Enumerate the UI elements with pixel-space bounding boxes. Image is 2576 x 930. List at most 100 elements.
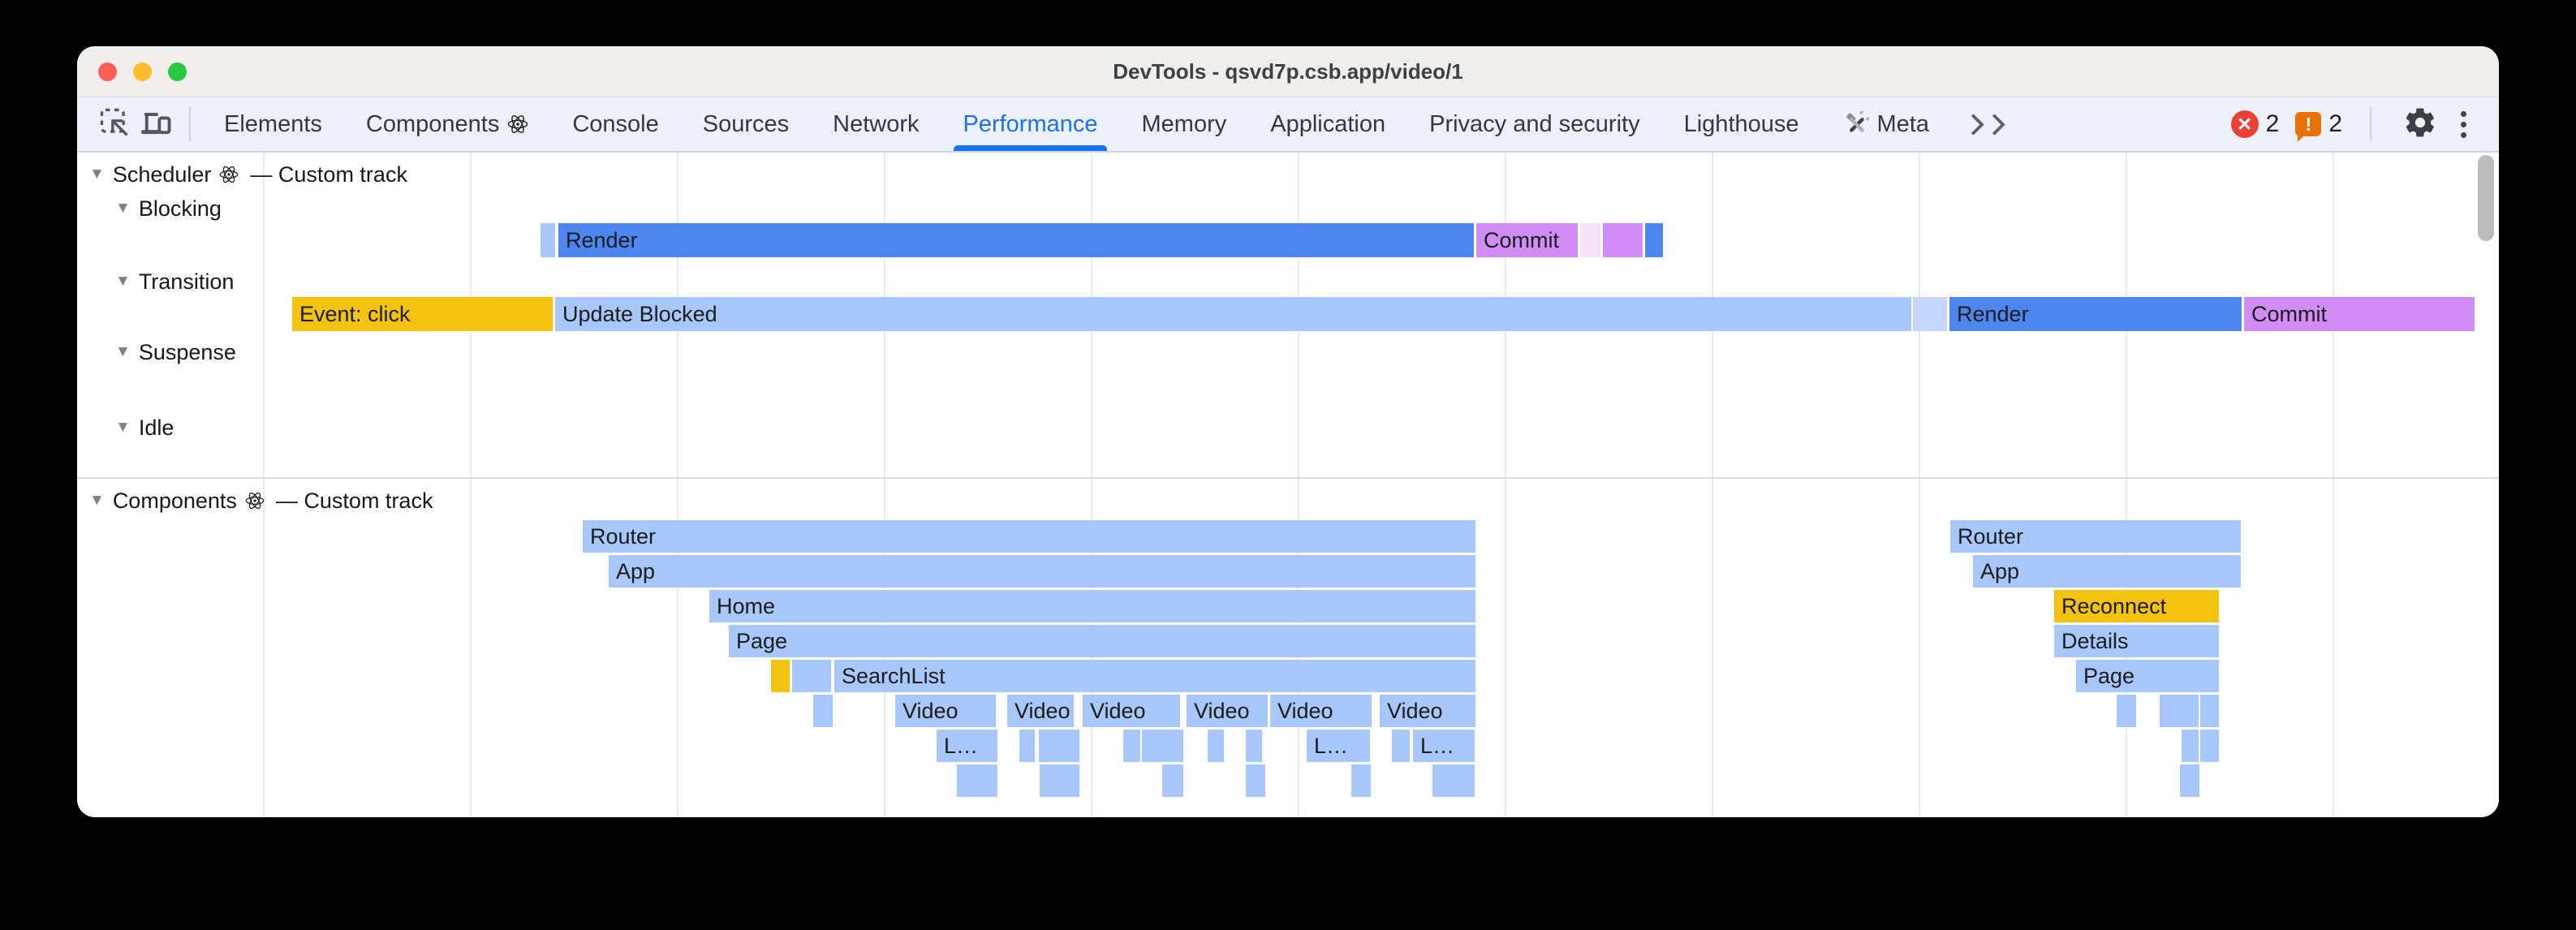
bar-28[interactable] xyxy=(1123,730,1140,762)
tab-privacy-and-security[interactable]: Privacy and security xyxy=(1429,110,1640,137)
tab-console[interactable]: Console xyxy=(572,110,659,137)
track-row-suspense[interactable]: ▼ Suspense xyxy=(115,339,236,364)
gridline xyxy=(2126,153,2127,817)
issues-badge[interactable]: ! 2 xyxy=(2295,110,2342,142)
bar-39[interactable] xyxy=(1351,764,1371,797)
device-toolbar-icon xyxy=(140,106,173,143)
bar-commit[interactable]: Commit xyxy=(1476,223,1578,257)
issues-count: 2 xyxy=(2328,110,2342,137)
zoom-button[interactable] xyxy=(168,62,187,81)
tab-elements[interactable]: Elements xyxy=(224,110,322,137)
performance-flamechart: ▼ Scheduler — Custom track ▼ xyxy=(77,153,2499,817)
bar-3[interactable] xyxy=(1580,223,1600,257)
bar-31[interactable] xyxy=(1246,730,1262,762)
bar-app[interactable]: App xyxy=(609,555,1475,588)
bar-reconnect[interactable]: Reconnect xyxy=(2054,590,2219,622)
bar-4[interactable] xyxy=(1603,223,1643,257)
tab-components[interactable]: Components xyxy=(344,97,550,151)
more-tabs-button[interactable] xyxy=(1951,113,2017,136)
bar-details[interactable]: Details xyxy=(2054,625,2219,657)
minimize-button[interactable] xyxy=(133,62,152,81)
track-header-components[interactable]: ▼ Components — Custom track xyxy=(89,488,433,513)
bar-video[interactable]: Video xyxy=(1380,695,1475,727)
track-row-blocking[interactable]: ▼ Blocking xyxy=(115,196,222,221)
gridline xyxy=(1298,153,1299,817)
bar-event-click[interactable]: Event: click xyxy=(292,297,553,331)
bar-51[interactable] xyxy=(2180,764,2199,797)
bar-update-blocked[interactable]: Update Blocked xyxy=(555,297,1911,331)
bar-50[interactable] xyxy=(2200,730,2219,762)
gridline xyxy=(1919,153,1920,817)
tab-sources[interactable]: Sources xyxy=(702,110,790,137)
bar-router[interactable]: Router xyxy=(1950,520,2241,553)
bar-33[interactable] xyxy=(1392,730,1410,762)
kebab-menu-button[interactable] xyxy=(2458,108,2470,141)
bar-l[interactable]: L… xyxy=(1413,730,1475,762)
bar-5[interactable] xyxy=(1645,223,1663,257)
track-row-transition[interactable]: ▼ Transition xyxy=(115,269,235,294)
track-header-scheduler[interactable]: ▼ Scheduler — Custom track xyxy=(89,161,407,187)
tab-network[interactable]: Network xyxy=(833,110,920,137)
bar-47[interactable] xyxy=(2160,695,2199,727)
bar-49[interactable] xyxy=(2182,730,2199,762)
bar-0[interactable] xyxy=(541,223,555,257)
bar-36[interactable] xyxy=(1040,764,1079,797)
close-button[interactable] xyxy=(98,62,117,81)
tab-lighthouse[interactable]: Lighthouse xyxy=(1683,110,1799,137)
hammer-wrench-icon xyxy=(1843,111,1869,137)
bar-29[interactable] xyxy=(1142,730,1183,762)
bar-37[interactable] xyxy=(1162,764,1183,797)
bar-48[interactable] xyxy=(2200,695,2219,727)
bar-render[interactable]: Render xyxy=(558,223,1474,257)
bar-l[interactable]: L… xyxy=(937,730,997,762)
bar-page[interactable]: Page xyxy=(729,625,1475,657)
inspect-element-button[interactable] xyxy=(93,103,136,145)
bar-8[interactable] xyxy=(1913,297,1947,331)
track-row-idle[interactable]: ▼ Idle xyxy=(115,415,174,440)
device-toolbar-button[interactable] xyxy=(136,103,178,145)
bar-40[interactable] xyxy=(1432,764,1475,797)
bar-15[interactable] xyxy=(771,660,790,692)
bar-render[interactable]: Render xyxy=(1949,297,2242,331)
toolbar-separator xyxy=(2370,107,2371,141)
bar-router[interactable]: Router xyxy=(583,520,1475,553)
bar-30[interactable] xyxy=(1208,730,1224,762)
gridline xyxy=(1712,153,1713,817)
collapse-triangle-icon[interactable]: ▼ xyxy=(115,273,131,290)
collapse-triangle-icon[interactable]: ▼ xyxy=(89,492,105,509)
bar-searchlist[interactable]: SearchList xyxy=(834,660,1475,692)
gear-icon xyxy=(2403,105,2437,144)
tab-performance[interactable]: Performance xyxy=(941,97,1119,151)
bar-27[interactable] xyxy=(1039,730,1079,762)
collapse-triangle-icon[interactable]: ▼ xyxy=(115,419,131,436)
tab-meta[interactable]: Meta xyxy=(1821,97,1951,151)
bar-18[interactable] xyxy=(813,695,833,727)
bar-page[interactable]: Page xyxy=(2076,660,2219,692)
bar-38[interactable] xyxy=(1246,764,1265,797)
bar-l[interactable]: L… xyxy=(1307,730,1370,762)
collapse-triangle-icon[interactable]: ▼ xyxy=(115,200,131,217)
bar-video[interactable]: Video xyxy=(1187,695,1268,727)
collapse-triangle-icon[interactable]: ▼ xyxy=(115,343,131,360)
chevron-right-icon xyxy=(1962,113,1984,136)
collapse-triangle-icon[interactable]: ▼ xyxy=(89,166,105,183)
bar-46[interactable] xyxy=(2117,695,2136,727)
bar-video[interactable]: Video xyxy=(1270,695,1372,727)
bar-16[interactable] xyxy=(792,660,831,692)
bar-video[interactable]: Video xyxy=(895,695,996,727)
tab-memory[interactable]: Memory xyxy=(1141,110,1227,137)
bar-commit[interactable]: Commit xyxy=(2244,297,2475,331)
bar-app[interactable]: App xyxy=(1973,555,2241,588)
track-separator xyxy=(77,477,2499,479)
bar-26[interactable] xyxy=(1019,730,1035,762)
bar-35[interactable] xyxy=(957,764,997,797)
panel-tabs: Elements Components xyxy=(202,97,1951,151)
bar-video[interactable]: Video xyxy=(1007,695,1074,727)
settings-button[interactable] xyxy=(2399,103,2441,145)
bar-home[interactable]: Home xyxy=(709,590,1475,622)
bar-video[interactable]: Video xyxy=(1083,695,1180,727)
inspect-icon xyxy=(98,106,131,143)
console-errors-badge[interactable]: ✕ 2 xyxy=(2230,110,2279,138)
tab-application[interactable]: Application xyxy=(1270,110,1386,137)
vertical-scrollbar-thumb[interactable] xyxy=(2478,155,2494,241)
